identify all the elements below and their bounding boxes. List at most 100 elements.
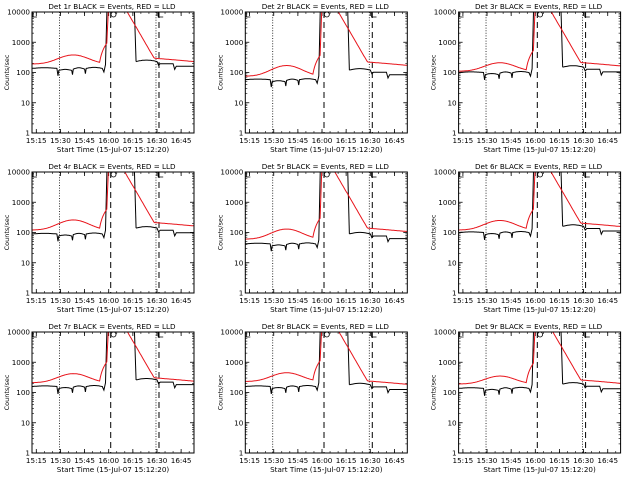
chart-title: Det 7r BLACK = Events, RED = LLD <box>48 322 176 331</box>
x-tick-label: 16:30 <box>360 456 381 465</box>
x-tick-label: 16:00 <box>312 456 333 465</box>
x-axis-label: Start Time (15-Jul-07 15:12:20) <box>270 305 383 314</box>
bracket-marker <box>459 172 464 178</box>
events-curve-after <box>135 59 194 71</box>
x-tick-label: 16:30 <box>147 136 168 145</box>
bracket-marker <box>157 172 164 178</box>
lld-curve-after <box>550 12 621 67</box>
plot-area <box>458 12 621 133</box>
plot-area <box>245 12 408 133</box>
y-tick-label: 1000 <box>225 198 244 207</box>
plot-area <box>32 12 194 133</box>
x-tick-label: 16:00 <box>98 296 119 305</box>
lld-curve <box>245 172 323 240</box>
lld-curve-after <box>550 172 621 227</box>
x-tick-label: 16:45 <box>384 136 405 145</box>
bracket-marker <box>32 12 37 18</box>
x-tick-label: 15:30 <box>50 456 71 465</box>
x-tick-label: 16:30 <box>147 296 168 305</box>
lld-curve-after <box>552 332 621 384</box>
x-axis-label: Start Time (15-Jul-07 15:12:20) <box>57 465 170 474</box>
events-curve-after <box>349 231 408 244</box>
lld-curve <box>458 172 536 231</box>
y-tick-label: 1 <box>25 129 30 138</box>
x-tick-label: 15:15 <box>239 136 260 145</box>
bracket-marker <box>584 172 590 178</box>
x-tick-label: 15:30 <box>477 136 498 145</box>
circle-marker <box>537 331 544 338</box>
y-tick-label: 1 <box>452 289 457 298</box>
y-axis-label: Counts/sec <box>216 374 224 410</box>
x-tick-label: 15:15 <box>453 136 474 145</box>
bracket-marker <box>32 172 37 178</box>
x-tick-label: 16:00 <box>525 296 546 305</box>
x-tick-label: 15:45 <box>74 296 95 305</box>
y-axis-label: Counts/sec <box>3 54 11 90</box>
plot-frame <box>244 331 408 454</box>
events-recovery <box>347 12 350 71</box>
x-tick-label: 16:00 <box>98 456 119 465</box>
y-tick-label: 1 <box>452 129 457 138</box>
y-tick-label: 1000 <box>438 38 457 47</box>
bracket-marker <box>245 172 251 178</box>
y-axis-label: Counts/sec <box>3 374 11 410</box>
y-tick-label: 1000 <box>225 38 244 47</box>
x-tick-label: 16:45 <box>171 456 192 465</box>
x-tick-label: 16:00 <box>525 456 546 465</box>
events-curve <box>32 172 108 242</box>
events-recovery <box>133 172 137 229</box>
events-curve-after <box>349 68 408 80</box>
x-tick-label: 15:30 <box>263 296 284 305</box>
x-tick-label: 15:45 <box>74 456 95 465</box>
y-tick-label: 1000 <box>12 38 31 47</box>
bracket-marker <box>371 12 377 18</box>
x-tick-label: 15:15 <box>453 456 474 465</box>
y-tick-label: 10000 <box>434 328 457 337</box>
x-tick-label: 16:15 <box>549 456 570 465</box>
lld-curve <box>32 332 109 384</box>
events-curve <box>245 332 321 394</box>
lld-curve <box>245 332 323 382</box>
events-curve <box>458 332 534 396</box>
bracket-marker <box>459 12 464 18</box>
y-tick-label: 1 <box>239 289 244 298</box>
events-curve <box>458 12 534 80</box>
x-tick-label: 15:30 <box>50 136 71 145</box>
x-axis-label: Start Time (15-Jul-07 15:12:20) <box>57 305 170 314</box>
chart-panel: Det 7r BLACK = Events, RED = LLD 1 10 100 10… <box>3 322 195 474</box>
lld-curve-after <box>338 332 408 385</box>
x-tick-label: 16:30 <box>573 136 594 145</box>
lld-curve-after <box>126 332 194 382</box>
events-recovery <box>133 12 137 62</box>
x-tick-label: 16:15 <box>336 456 357 465</box>
lld-curve <box>32 12 109 65</box>
y-axis-label: Counts/sec <box>216 54 224 90</box>
x-tick-label: 16:15 <box>549 296 570 305</box>
x-tick-label: 15:45 <box>74 136 95 145</box>
chart-title: Det 5r BLACK = Events, RED = LLD <box>262 162 390 171</box>
chart-title: Det 9r BLACK = Events, RED = LLD <box>475 322 603 331</box>
y-tick-label: 1 <box>25 289 30 298</box>
y-tick-label: 10 <box>447 98 457 107</box>
bracket-marker <box>157 12 164 18</box>
events-recovery <box>133 332 137 380</box>
x-tick-label: 15:45 <box>501 456 522 465</box>
x-tick-label: 16:45 <box>384 456 405 465</box>
events-curve-after <box>562 382 621 394</box>
events-recovery <box>347 332 350 385</box>
x-tick-label: 16:15 <box>122 456 143 465</box>
chart-panel: Det 6r BLACK = Events, RED = LLD 1 10 100 10… <box>430 162 622 314</box>
chart-title: Det 4r BLACK = Events, RED = LLD <box>48 162 176 171</box>
y-axis-label: Counts/sec <box>430 54 438 90</box>
chart-panel: Det 3r BLACK = Events, RED = LLD 1 10 100 10… <box>430 2 622 154</box>
x-tick-label: 15:15 <box>453 296 474 305</box>
y-tick-label: 10000 <box>220 8 243 17</box>
lld-curve-after <box>334 172 408 232</box>
x-tick-label: 16:15 <box>122 296 143 305</box>
y-tick-label: 1000 <box>12 198 31 207</box>
circle-marker <box>537 171 544 178</box>
plot-area <box>458 172 621 293</box>
lld-curve <box>458 12 536 72</box>
y-tick-label: 1000 <box>438 358 457 367</box>
circle-marker <box>110 331 117 338</box>
